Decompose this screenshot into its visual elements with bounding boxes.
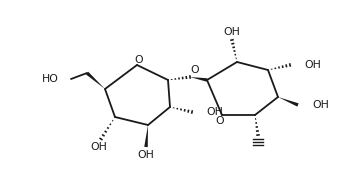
Text: O: O	[135, 55, 143, 65]
Text: OH: OH	[304, 60, 321, 70]
Polygon shape	[86, 72, 105, 89]
Text: O: O	[216, 116, 224, 126]
Text: HO: HO	[42, 74, 59, 84]
Text: OH: OH	[91, 142, 108, 152]
Polygon shape	[278, 97, 299, 107]
Polygon shape	[144, 125, 148, 147]
Text: OH: OH	[312, 100, 329, 110]
Text: OH: OH	[137, 150, 154, 160]
Text: O: O	[191, 65, 199, 75]
Polygon shape	[190, 77, 207, 82]
Text: OH: OH	[206, 107, 223, 117]
Text: OH: OH	[223, 27, 240, 37]
